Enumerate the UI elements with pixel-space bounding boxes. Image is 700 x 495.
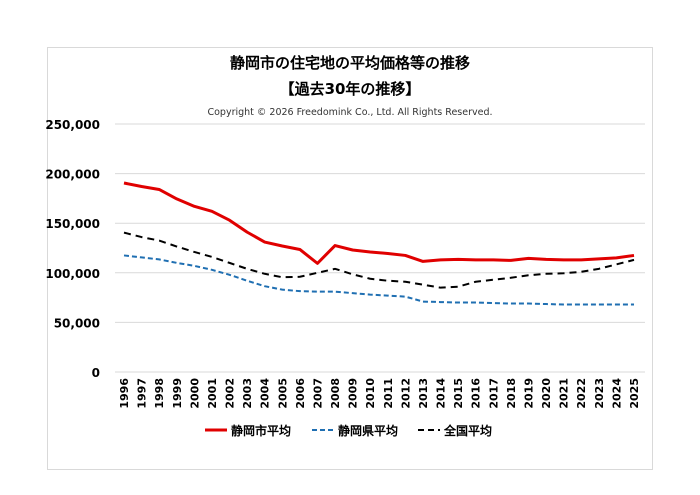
copyright-text: Copyright © 2026 Freedomink Co., Ltd. Al… [207, 107, 493, 118]
x-tick-label: 2001 [206, 378, 219, 409]
series-line-1 [123, 254, 634, 306]
y-tick-label: 50,000 [54, 316, 100, 330]
x-tick-label: 2018 [505, 378, 518, 409]
x-tick-label: 2005 [276, 378, 289, 409]
legend-label: 全国平均 [443, 423, 492, 438]
x-tick-label: 2019 [522, 378, 535, 409]
x-tick-label: 2003 [241, 378, 254, 409]
x-tick-label: 2000 [188, 378, 201, 409]
x-tick-label: 1996 [118, 378, 131, 409]
x-tick-label: 2008 [329, 378, 342, 409]
y-tick-label: 150,000 [45, 217, 100, 231]
x-tick-label: 1999 [171, 378, 184, 409]
x-tick-label: 2025 [628, 378, 641, 409]
legend-label: 静岡市平均 [231, 423, 291, 438]
x-tick-label: 2016 [470, 378, 483, 409]
chart-subtitle: 【過去30年の推移】 [279, 80, 421, 98]
x-tick-label: 2007 [311, 378, 324, 409]
x-tick-label: 2013 [417, 378, 430, 409]
x-tick-label: 2023 [593, 378, 606, 409]
x-tick-label: 2006 [294, 378, 307, 409]
chart-frame [47, 47, 653, 470]
x-tick-label: 2009 [347, 378, 360, 409]
x-tick-label: 1997 [136, 378, 149, 409]
x-tick-label: 2015 [452, 378, 465, 409]
x-tick-label: 2017 [487, 378, 500, 409]
x-tick-label: 1998 [153, 378, 166, 409]
x-tick-label: 2010 [364, 378, 377, 409]
x-tick-label: 2002 [224, 378, 237, 409]
series-line-0 [123, 181, 635, 265]
series-line-2 [123, 231, 635, 289]
x-tick-label: 2011 [382, 378, 395, 409]
x-tick-label: 2004 [259, 378, 272, 409]
y-tick-label: 250,000 [45, 118, 100, 132]
x-tick-label: 2020 [540, 378, 553, 409]
x-tick-label: 2022 [575, 378, 588, 409]
x-tick-label: 2012 [399, 378, 412, 409]
x-tick-label: 2024 [610, 378, 623, 409]
x-tick-label: 2021 [558, 378, 571, 409]
x-tick-label: 2014 [435, 378, 448, 409]
chart-title: 静岡市の住宅地の平均価格等の推移 [229, 54, 470, 72]
legend-label: 静岡県平均 [338, 423, 398, 438]
y-tick-label: 100,000 [45, 267, 100, 281]
y-tick-label: 0 [92, 366, 100, 380]
y-tick-label: 200,000 [45, 168, 100, 182]
